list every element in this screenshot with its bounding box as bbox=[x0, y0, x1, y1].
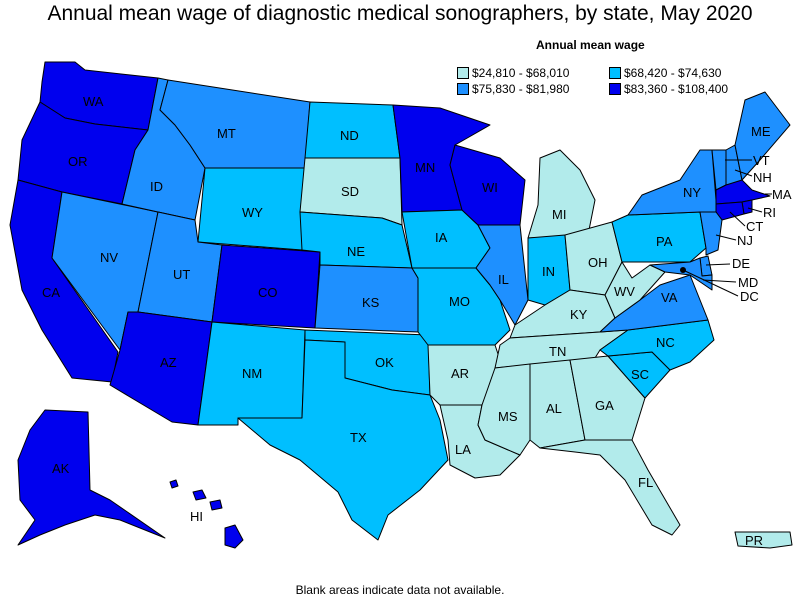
state-label-az: AZ bbox=[160, 355, 177, 370]
state-ak[interactable] bbox=[17, 409, 166, 546]
state-hi-islands[interactable] bbox=[169, 479, 179, 489]
state-label-ne: NE bbox=[347, 244, 365, 259]
legend-title: Annual mean wage bbox=[536, 38, 645, 52]
state-nj[interactable] bbox=[699, 211, 723, 256]
state-label-ky: KY bbox=[570, 307, 588, 322]
state-label-nv: NV bbox=[100, 250, 118, 265]
state-label-me: ME bbox=[751, 124, 771, 139]
state-label-ia: IA bbox=[435, 230, 448, 245]
state-label-mt: MT bbox=[217, 126, 236, 141]
state-tx[interactable] bbox=[237, 339, 449, 541]
state-label-il: IL bbox=[498, 272, 509, 287]
legend-swatch bbox=[609, 83, 621, 95]
state-label-wi: WI bbox=[482, 180, 498, 195]
state-label-mo: MO bbox=[449, 294, 470, 309]
state-label-wy: WY bbox=[242, 205, 263, 220]
state-label-vt: VT bbox=[753, 153, 770, 168]
state-label-ms: MS bbox=[498, 409, 518, 424]
state-label-ga: GA bbox=[595, 398, 614, 413]
legend-item-4: $83,360 - $108,400 bbox=[609, 82, 728, 96]
state-label-oh: OH bbox=[588, 255, 608, 270]
legend-swatch bbox=[457, 67, 469, 79]
legend-item-2: $68,420 - $74,630 bbox=[609, 66, 721, 80]
state-label-co: CO bbox=[258, 285, 278, 300]
state-label-tx: TX bbox=[350, 430, 367, 445]
state-label-dc: DC bbox=[740, 289, 759, 304]
leader-ct bbox=[729, 211, 746, 227]
state-label-de: DE bbox=[732, 256, 750, 271]
state-label-fl: FL bbox=[638, 475, 653, 490]
state-hi-islands[interactable] bbox=[209, 499, 223, 511]
state-label-md: MD bbox=[738, 275, 758, 290]
state-label-or: OR bbox=[68, 154, 88, 169]
state-label-ct: CT bbox=[746, 219, 763, 234]
state-label-mi: MI bbox=[552, 207, 566, 222]
state-il[interactable] bbox=[475, 224, 529, 326]
legend-label: $83,360 - $108,400 bbox=[624, 82, 729, 96]
state-pr[interactable] bbox=[734, 531, 793, 549]
map-title: Annual mean wage of diagnostic medical s… bbox=[47, 2, 753, 25]
state-ny[interactable] bbox=[627, 149, 723, 216]
leader-dc bbox=[682, 269, 739, 297]
state-label-wa: WA bbox=[83, 94, 104, 109]
leader-nj bbox=[715, 234, 737, 241]
state-label-nc: NC bbox=[656, 335, 675, 350]
state-label-nd: ND bbox=[340, 128, 359, 143]
state-label-al: AL bbox=[546, 401, 562, 416]
legend-label: $24,810 - $68,010 bbox=[472, 66, 570, 80]
state-label-ca: CA bbox=[42, 285, 60, 300]
legend-swatch bbox=[457, 83, 469, 95]
state-label-hi: HI bbox=[190, 509, 203, 524]
footnote: Blank areas indicate data not available. bbox=[295, 583, 505, 597]
leader-ri bbox=[747, 207, 763, 213]
state-label-ma: MA bbox=[772, 187, 792, 202]
state-label-in: IN bbox=[542, 264, 555, 279]
state-label-pr: PR bbox=[745, 533, 763, 548]
state-label-va: VA bbox=[661, 290, 678, 305]
state-label-sd: SD bbox=[341, 184, 359, 199]
state-label-ut: UT bbox=[173, 267, 190, 282]
state-label-nj: NJ bbox=[737, 233, 753, 248]
state-hi-islands[interactable] bbox=[192, 489, 207, 501]
leader-nh bbox=[734, 169, 753, 177]
state-label-ok: OK bbox=[375, 355, 394, 370]
state-label-ar: AR bbox=[451, 366, 469, 381]
state-fl[interactable] bbox=[539, 439, 681, 536]
state-label-id: ID bbox=[150, 179, 163, 194]
state-md[interactable] bbox=[649, 257, 713, 291]
state-label-tn: TN bbox=[549, 344, 566, 359]
state-label-pa: PA bbox=[656, 234, 673, 249]
legend-swatch bbox=[609, 67, 621, 79]
state-hi[interactable] bbox=[224, 524, 244, 549]
state-label-ny: NY bbox=[683, 185, 701, 200]
legend-label: $75,830 - $81,980 bbox=[472, 82, 570, 96]
state-label-ks: KS bbox=[362, 295, 380, 310]
state-mi[interactable] bbox=[527, 149, 596, 239]
state-label-nh: NH bbox=[753, 170, 772, 185]
state-label-nm: NM bbox=[242, 366, 262, 381]
state-label-la: LA bbox=[455, 442, 471, 457]
state-label-sc: SC bbox=[631, 367, 649, 382]
state-label-mn: MN bbox=[415, 160, 435, 175]
legend-label: $68,420 - $74,630 bbox=[624, 66, 722, 80]
state-ct[interactable] bbox=[715, 201, 745, 221]
legend-item-1: $24,810 - $68,010 bbox=[457, 66, 569, 80]
leader-de bbox=[705, 263, 731, 266]
state-label-ri: RI bbox=[763, 205, 776, 220]
legend-item-3: $75,830 - $81,980 bbox=[457, 82, 569, 96]
state-label-ak: AK bbox=[52, 461, 70, 476]
leader-md bbox=[702, 279, 737, 283]
state-label-wv: WV bbox=[614, 284, 635, 299]
